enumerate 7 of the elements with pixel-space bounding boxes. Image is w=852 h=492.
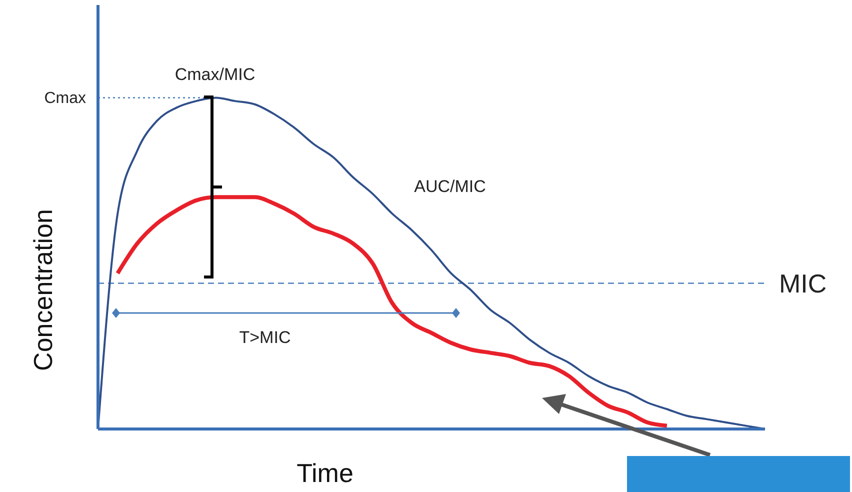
annotation: AUC/MIC [414,177,486,196]
text: Cmax/MIC [174,65,256,84]
ref-line-label: MIC [779,268,827,298]
x-axis-title: Time [296,458,354,488]
y-axis-title: Concentration [28,209,58,371]
ref-line-label: Cmax [44,90,86,107]
annotation: T>MIC [239,328,291,347]
